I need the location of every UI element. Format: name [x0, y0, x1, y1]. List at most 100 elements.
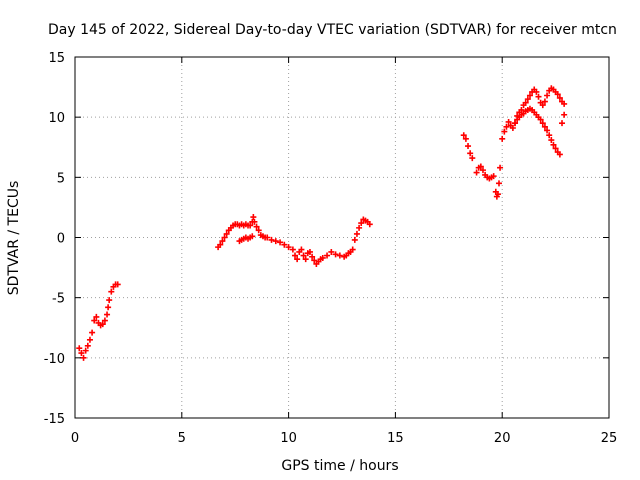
data-point	[324, 252, 331, 259]
data-point	[294, 256, 301, 263]
data-point	[554, 91, 561, 98]
data-point	[473, 169, 480, 176]
data-point	[108, 288, 115, 295]
data-point	[546, 132, 553, 139]
data-point	[91, 317, 98, 324]
data-point	[526, 92, 533, 99]
x-tick-label: 10	[280, 431, 297, 446]
series-segment-3	[460, 85, 568, 200]
chart-title: Day 145 of 2022, Sidereal Day-to-day VTE…	[48, 22, 617, 38]
data-point	[460, 132, 467, 139]
data-point	[264, 234, 271, 241]
data-point	[289, 246, 296, 253]
data-point	[353, 230, 360, 237]
data-point	[469, 155, 476, 162]
data-point	[336, 252, 343, 259]
data-point	[544, 127, 551, 134]
data-point	[351, 236, 358, 243]
data-point	[319, 254, 326, 261]
data-point	[465, 143, 472, 150]
data-point	[556, 94, 563, 101]
series-segment-3b	[512, 105, 568, 158]
data-points	[76, 85, 568, 361]
data-point	[539, 102, 546, 109]
x-tick-label: 15	[387, 431, 404, 446]
data-point	[533, 88, 540, 95]
data-point	[82, 347, 89, 354]
y-axis-label: SDTVAR / TECUs	[6, 181, 22, 296]
data-point	[552, 145, 559, 152]
data-point	[268, 236, 275, 243]
data-point	[272, 238, 279, 245]
data-point	[501, 128, 508, 135]
data-point	[522, 99, 529, 106]
data-point	[467, 150, 474, 157]
data-point	[223, 230, 230, 237]
data-point	[535, 93, 542, 100]
data-point	[503, 123, 510, 130]
data-point	[249, 233, 256, 240]
data-point	[541, 123, 548, 130]
data-point	[277, 239, 284, 246]
data-point	[332, 251, 339, 258]
data-point	[281, 241, 288, 248]
data-point	[217, 241, 224, 248]
data-point	[561, 100, 568, 107]
data-point	[114, 281, 121, 288]
data-point	[358, 220, 365, 227]
data-point	[221, 234, 228, 241]
series-segment-2b	[236, 233, 256, 245]
data-point	[99, 321, 106, 328]
data-point	[253, 223, 260, 230]
y-tick-label: -5	[52, 292, 65, 307]
data-point	[499, 135, 506, 142]
x-tick-label: 25	[601, 431, 618, 446]
data-point	[80, 354, 87, 361]
data-point	[106, 297, 113, 304]
data-point	[495, 180, 502, 187]
data-point	[285, 244, 292, 251]
data-point	[93, 313, 100, 320]
y-tick-label: 5	[57, 171, 65, 186]
data-point	[311, 257, 318, 264]
data-point	[101, 317, 108, 324]
data-point	[250, 214, 257, 221]
data-point	[349, 246, 356, 253]
data-point	[298, 246, 305, 253]
data-point	[105, 304, 112, 311]
data-point	[84, 342, 91, 349]
data-point	[366, 221, 373, 228]
data-point	[219, 238, 226, 245]
data-point	[548, 137, 555, 144]
data-point	[86, 336, 93, 343]
data-point	[497, 164, 504, 171]
grid-lines	[75, 57, 609, 418]
x-tick-label: 20	[494, 431, 511, 446]
y-tick-label: 10	[48, 111, 65, 126]
data-point	[89, 329, 96, 336]
data-point	[541, 98, 548, 105]
data-point	[490, 173, 497, 180]
data-point	[356, 224, 363, 231]
series-segment-1	[76, 281, 121, 361]
data-point	[539, 120, 546, 127]
data-point	[302, 256, 309, 263]
x-tick-label: 5	[178, 431, 186, 446]
y-tick-label: 0	[57, 232, 65, 247]
y-tick-label: -15	[44, 412, 65, 427]
data-point	[479, 167, 486, 174]
data-point	[309, 253, 316, 260]
y-tick-label: 15	[48, 51, 65, 66]
data-point	[251, 218, 258, 225]
data-point	[537, 116, 544, 123]
data-point	[509, 124, 516, 131]
data-point	[494, 191, 501, 198]
data-point	[556, 151, 563, 158]
data-point	[512, 120, 519, 127]
axis-ticks: 0 5 10 15 20 25 -15 -10 -5 0 5 10 15	[44, 51, 618, 446]
data-point	[477, 163, 484, 170]
data-point	[544, 92, 551, 99]
data-point	[561, 111, 568, 118]
x-tick-label: 0	[71, 431, 79, 446]
